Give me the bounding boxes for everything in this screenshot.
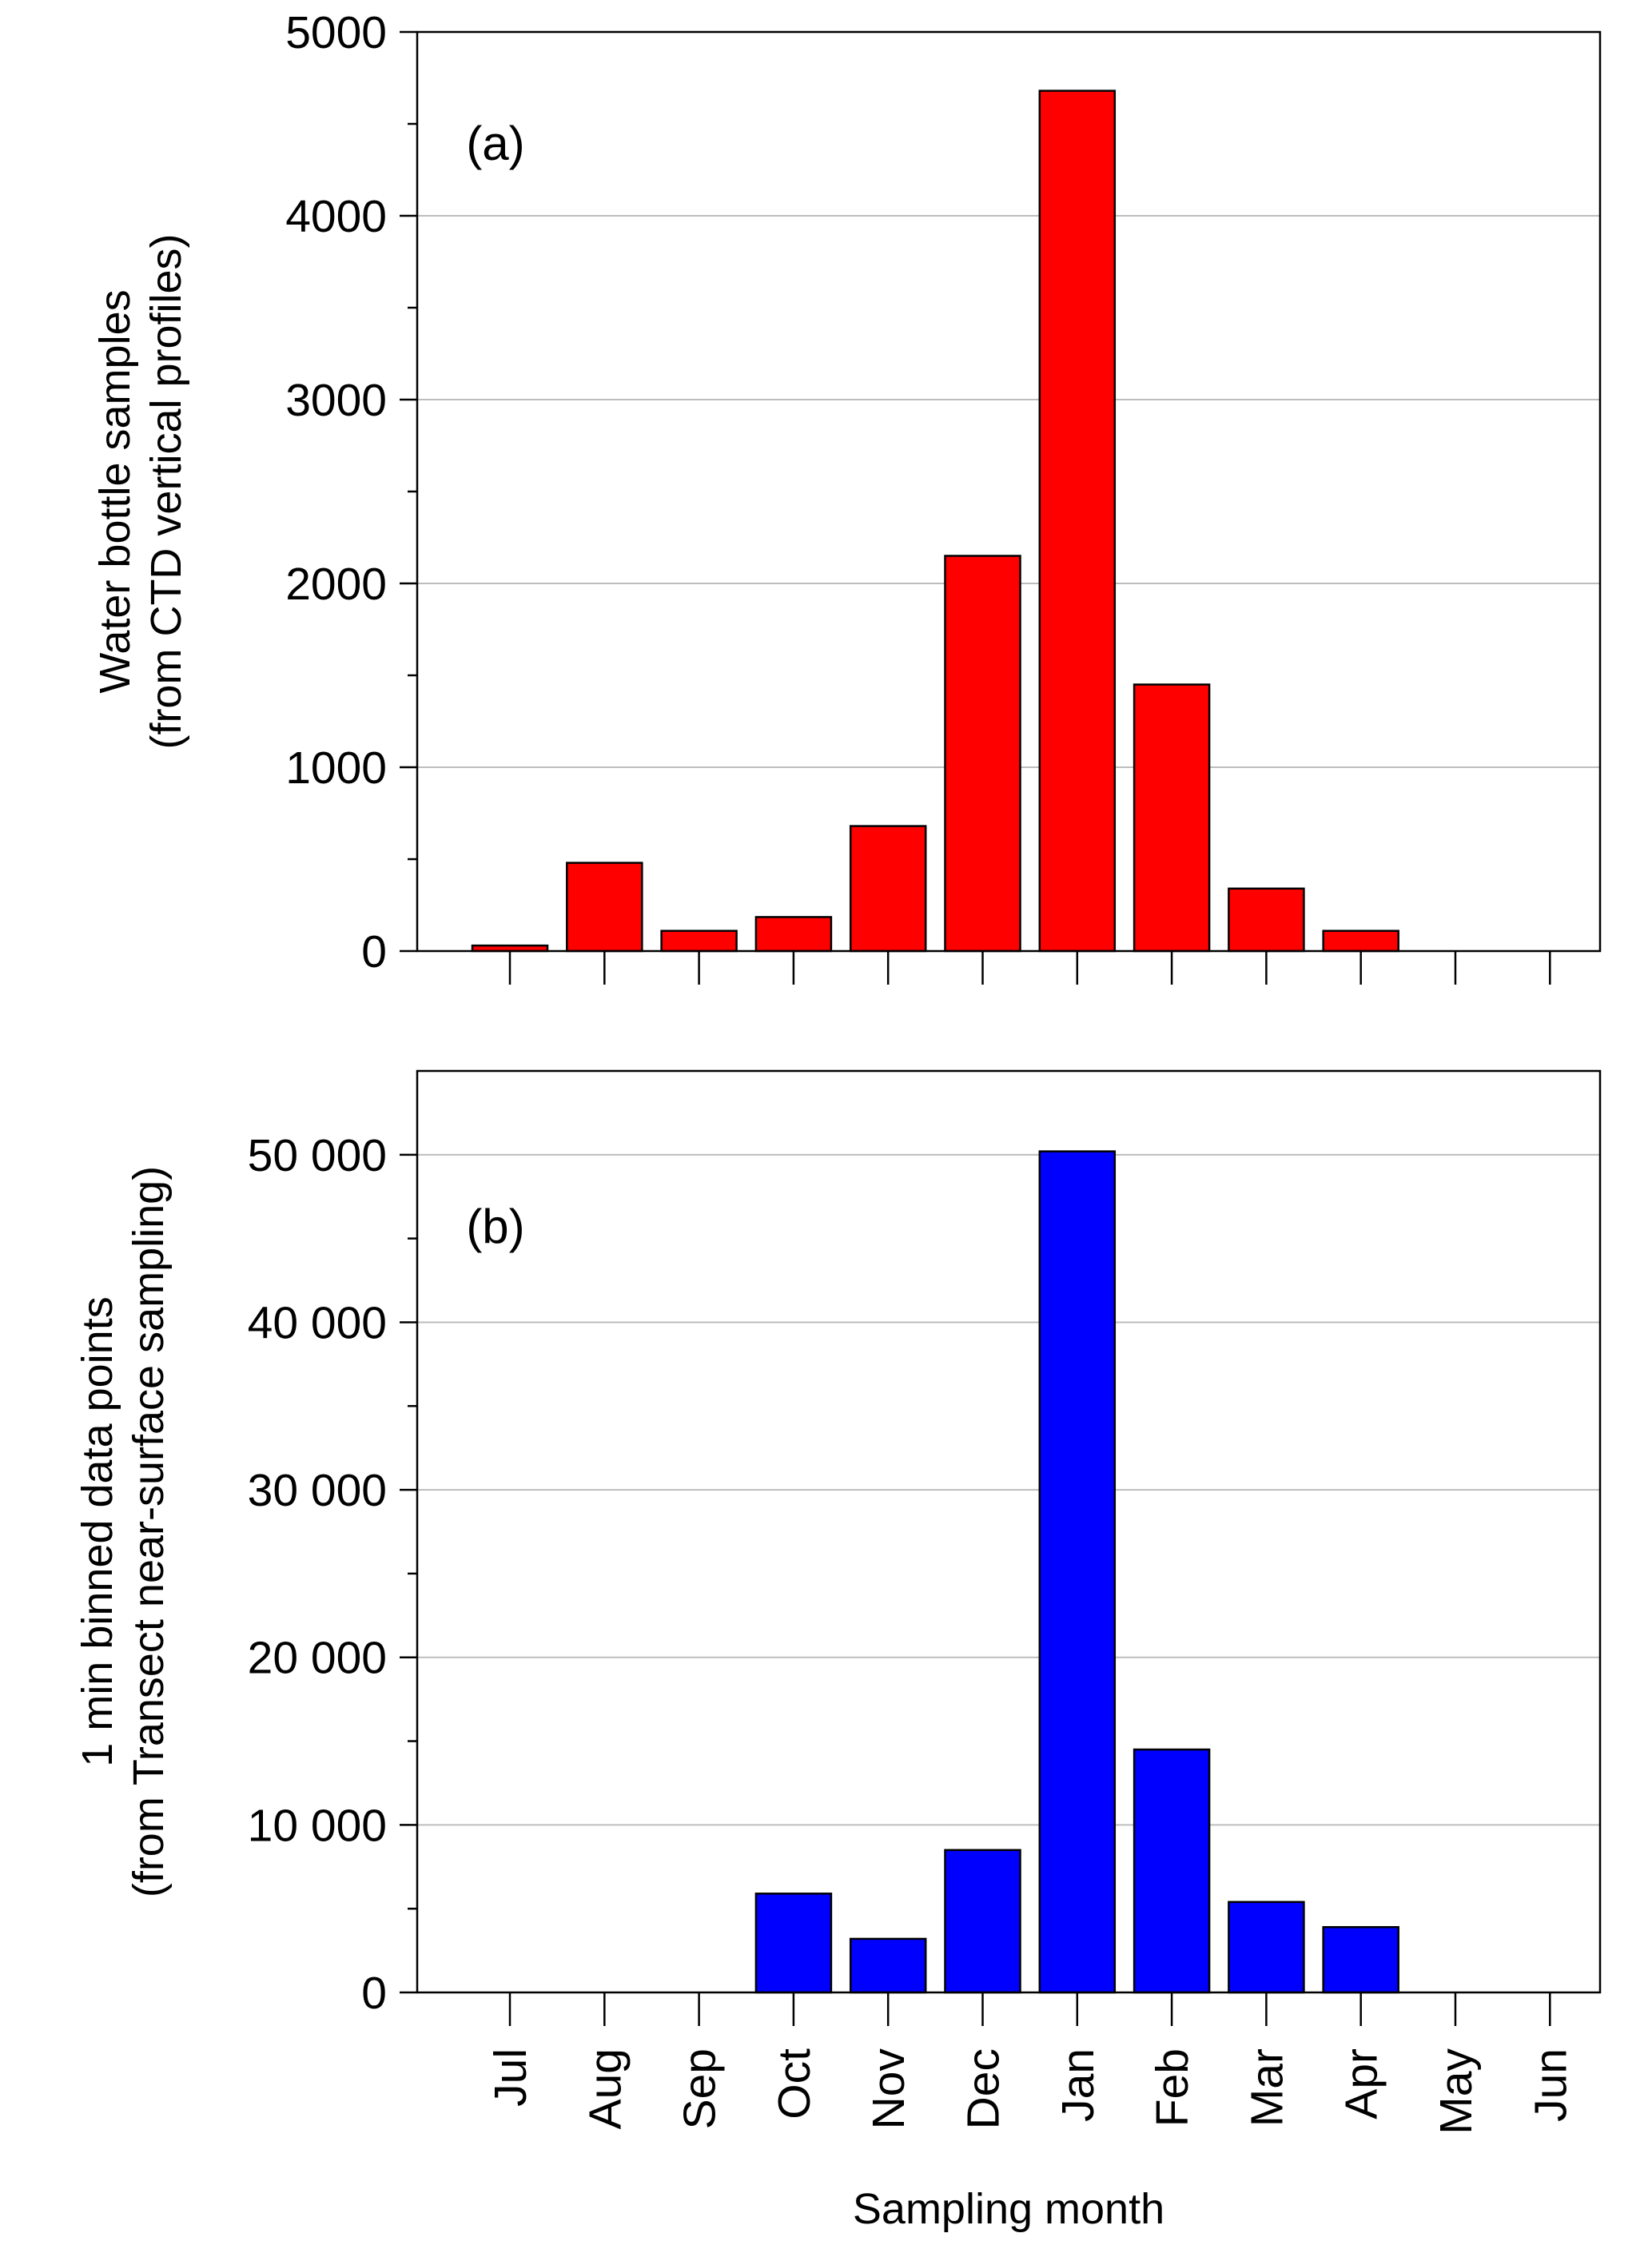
y-tick-label: 0 xyxy=(361,926,387,977)
x-tick-label-dec: Dec xyxy=(958,2048,1009,2129)
y-tick-label: 30 000 xyxy=(248,1465,387,1516)
y-tick-label: 20 000 xyxy=(248,1633,387,1684)
x-tick-label-jan: Jan xyxy=(1053,2048,1104,2122)
bar-nov xyxy=(849,1937,927,1994)
bar-mar xyxy=(1228,887,1305,953)
y-tick-label: 40 000 xyxy=(248,1297,387,1348)
x-tick-label-oct: Oct xyxy=(769,2048,820,2120)
bar-oct xyxy=(754,1893,833,1994)
y-axis-title-line: (from CTD vertical profiles) xyxy=(142,233,190,749)
x-tick-label-may: May xyxy=(1431,2048,1482,2135)
bar-sep xyxy=(660,929,738,953)
y-axis-title: 1 min binned data points(from Transect n… xyxy=(74,1166,173,1897)
bar-jan xyxy=(1038,90,1117,953)
panel-label: (a) xyxy=(466,117,524,170)
panel-label: (b) xyxy=(466,1200,524,1253)
y-tick-label: 0 xyxy=(361,1968,387,2019)
y-tick-label: 5000 xyxy=(285,7,387,58)
plot-frame xyxy=(416,1069,1602,1994)
y-axis-title-line: Water bottle samples xyxy=(91,289,139,693)
y-axis-title-line: 1 min binned data points xyxy=(74,1296,121,1766)
bar-apr xyxy=(1322,1925,1399,1994)
panel-b: 0 10 000 20 000 30 000 40 000 50 000 Jul Aug Sep… xyxy=(74,1069,1602,2135)
x-tick-label-jun: Jun xyxy=(1525,2048,1576,2122)
y-axis-title: Water bottle samples(from CTD vertical p… xyxy=(91,233,190,749)
y-tick-label: 50 000 xyxy=(248,1130,387,1181)
panel-a: 0 1000 2000 3000 4000 5000 (a) Water bottle sam… xyxy=(91,7,1602,985)
bar-dec xyxy=(944,1849,1021,1994)
y-tick-label: 3000 xyxy=(285,375,387,426)
bar-dec xyxy=(944,555,1021,953)
bar-aug xyxy=(566,862,643,953)
bar-feb xyxy=(1133,683,1211,953)
bar-oct xyxy=(754,916,833,953)
x-tick-label-feb: Feb xyxy=(1147,2048,1198,2127)
bar-jan xyxy=(1038,1150,1117,1994)
x-tick-label-mar: Mar xyxy=(1241,2048,1292,2127)
x-tick-label-nov: Nov xyxy=(863,2048,914,2130)
y-tick-label: 4000 xyxy=(285,191,387,242)
bar-nov xyxy=(849,825,927,953)
bar-mar xyxy=(1228,1901,1305,1994)
x-tick-label-aug: Aug xyxy=(579,2048,631,2129)
x-tick-label-jul: Jul xyxy=(485,2048,536,2107)
y-tick-label: 1000 xyxy=(285,742,387,794)
x-axis-title: Sampling month xyxy=(853,2185,1164,2233)
y-tick-label: 10 000 xyxy=(248,1800,387,1851)
bar-feb xyxy=(1133,1748,1211,1994)
y-axis-title-line: (from Transect near-surface sampling) xyxy=(125,1166,173,1897)
x-tick-label-apr: Apr xyxy=(1336,2048,1387,2120)
x-tick-label-sep: Sep xyxy=(675,2048,726,2129)
bar-apr xyxy=(1322,929,1399,953)
y-tick-label: 2000 xyxy=(285,559,387,610)
